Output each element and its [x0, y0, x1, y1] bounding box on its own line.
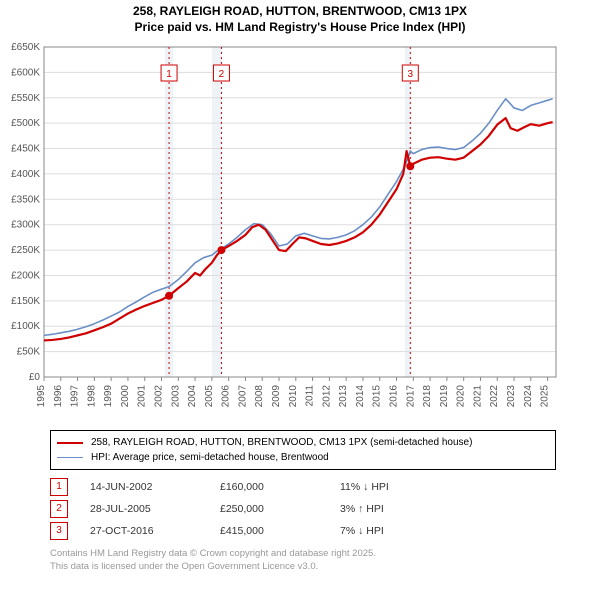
svg-text:£600K: £600K: [11, 68, 40, 79]
svg-text:1996: 1996: [53, 385, 64, 408]
title-line2: Price paid vs. HM Land Registry's House …: [0, 20, 600, 36]
svg-text:2012: 2012: [321, 385, 332, 408]
svg-text:£50K: £50K: [17, 347, 41, 358]
transaction-delta: 7% ↓ HPI: [340, 525, 460, 537]
chart-container: 258, RAYLEIGH ROAD, HUTTON, BRENTWOOD, C…: [0, 0, 600, 573]
svg-text:1999: 1999: [103, 385, 114, 408]
chart-area: £0 £50K £100K £150K £200K £250K £300K £350K £400…: [0, 41, 600, 426]
svg-text:2015: 2015: [372, 385, 383, 408]
svg-text:2023: 2023: [506, 385, 517, 408]
svg-text:£0: £0: [29, 372, 41, 383]
title-line1: 258, RAYLEIGH ROAD, HUTTON, BRENTWOOD, C…: [0, 4, 600, 20]
transaction-date: 28-JUL-2005: [90, 503, 220, 515]
footnote-line1: Contains HM Land Registry data © Crown c…: [50, 548, 600, 560]
svg-text:2002: 2002: [154, 385, 165, 408]
chart-svg: £0 £50K £100K £150K £200K £250K £300K £350K £400…: [0, 41, 600, 421]
svg-text:2004: 2004: [187, 385, 198, 408]
transaction-row: 2 28-JUL-2005£250,0003% ↑ HPI: [50, 498, 600, 520]
svg-text:£450K: £450K: [11, 144, 40, 155]
svg-text:2007: 2007: [237, 385, 248, 408]
svg-text:£350K: £350K: [11, 194, 40, 205]
svg-text:1998: 1998: [86, 385, 97, 408]
legend-box: 258, RAYLEIGH ROAD, HUTTON, BRENTWOOD, C…: [50, 430, 556, 470]
transaction-row: 3 27-OCT-2016£415,0007% ↓ HPI: [50, 520, 600, 542]
svg-text:2011: 2011: [305, 385, 316, 407]
svg-text:£500K: £500K: [11, 118, 40, 129]
svg-text:£250K: £250K: [11, 245, 40, 256]
footnote: Contains HM Land Registry data © Crown c…: [50, 548, 600, 573]
svg-text:2000: 2000: [120, 385, 131, 408]
svg-text:2017: 2017: [405, 385, 416, 408]
footnote-line2: This data is licensed under the Open Gov…: [50, 561, 600, 573]
svg-text:2005: 2005: [204, 385, 215, 408]
legend-label-1: 258, RAYLEIGH ROAD, HUTTON, BRENTWOOD, C…: [91, 435, 472, 450]
svg-text:2016: 2016: [389, 385, 400, 408]
svg-text:2013: 2013: [338, 385, 349, 408]
legend-label-2: HPI: Average price, semi-detached house,…: [91, 450, 329, 465]
svg-text:£400K: £400K: [11, 169, 40, 180]
svg-text:2010: 2010: [288, 385, 299, 408]
transaction-date: 14-JUN-2002: [90, 481, 220, 493]
transaction-marker: 2: [50, 500, 68, 518]
legend-row-1: 258, RAYLEIGH ROAD, HUTTON, BRENTWOOD, C…: [57, 435, 549, 450]
svg-text:2003: 2003: [170, 385, 181, 408]
svg-text:3: 3: [408, 69, 414, 80]
svg-text:2019: 2019: [439, 385, 450, 408]
svg-text:1997: 1997: [70, 385, 81, 408]
transaction-price: £250,000: [220, 503, 340, 515]
svg-text:2008: 2008: [254, 385, 265, 408]
svg-text:2020: 2020: [456, 385, 467, 408]
svg-text:1995: 1995: [36, 385, 47, 408]
transaction-row: 1 14-JUN-2002£160,00011% ↓ HPI: [50, 476, 600, 498]
svg-text:£150K: £150K: [11, 296, 40, 307]
svg-text:2021: 2021: [472, 385, 483, 408]
transactions-table: 1 14-JUN-2002£160,00011% ↓ HPI 2 28-JUL-200…: [50, 476, 600, 542]
svg-text:2024: 2024: [523, 385, 534, 408]
svg-text:2025: 2025: [540, 385, 551, 408]
legend-swatch-2: [57, 457, 83, 458]
transaction-date: 27-OCT-2016: [90, 525, 220, 537]
svg-text:£300K: £300K: [11, 220, 40, 231]
transaction-delta: 11% ↓ HPI: [340, 481, 460, 493]
title-block: 258, RAYLEIGH ROAD, HUTTON, BRENTWOOD, C…: [0, 0, 600, 35]
svg-text:£100K: £100K: [11, 321, 40, 332]
svg-text:£650K: £650K: [11, 42, 40, 53]
transaction-delta: 3% ↑ HPI: [340, 503, 460, 515]
svg-text:2009: 2009: [271, 385, 282, 408]
svg-text:£550K: £550K: [11, 93, 40, 104]
svg-text:2014: 2014: [355, 385, 366, 408]
svg-text:2001: 2001: [137, 385, 148, 408]
svg-text:1: 1: [166, 69, 172, 80]
svg-text:2018: 2018: [422, 385, 433, 408]
transaction-price: £415,000: [220, 525, 340, 537]
transaction-price: £160,000: [220, 481, 340, 493]
legend-swatch-1: [57, 442, 83, 444]
transaction-marker: 3: [50, 522, 68, 540]
svg-text:£200K: £200K: [11, 271, 40, 282]
transaction-marker: 1: [50, 478, 68, 496]
legend-row-2: HPI: Average price, semi-detached house,…: [57, 450, 549, 465]
svg-text:2006: 2006: [221, 385, 232, 408]
svg-text:2: 2: [219, 69, 225, 80]
svg-text:2022: 2022: [489, 385, 500, 408]
